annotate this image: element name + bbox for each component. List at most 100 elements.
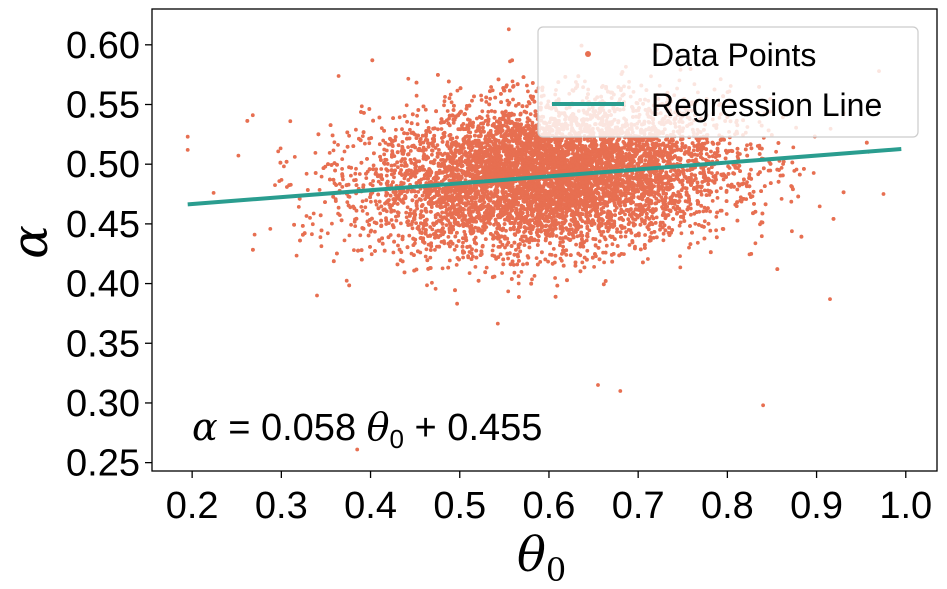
- data-point: [623, 234, 628, 239]
- data-point: [610, 242, 615, 247]
- data-point: [714, 228, 718, 233]
- data-point: [310, 222, 315, 227]
- data-point: [528, 112, 533, 116]
- data-point: [679, 231, 684, 236]
- data-point: [442, 103, 446, 108]
- data-point: [356, 248, 361, 253]
- data-point: [340, 185, 345, 189]
- data-point: [626, 228, 631, 232]
- data-point: [553, 181, 558, 185]
- data-point: [592, 265, 596, 269]
- data-point: [580, 260, 585, 265]
- data-point: [342, 149, 347, 154]
- data-point: [615, 227, 619, 232]
- data-point: [495, 321, 500, 326]
- data-point: [428, 255, 433, 260]
- data-point: [510, 79, 515, 84]
- data-point: [470, 98, 474, 103]
- data-point: [414, 93, 419, 98]
- data-point: [643, 233, 647, 237]
- data-point: [558, 256, 563, 261]
- data-point: [461, 255, 465, 260]
- data-point: [433, 286, 438, 291]
- data-point: [392, 175, 396, 180]
- data-point: [363, 205, 368, 210]
- data-point: [699, 192, 704, 197]
- data-point: [394, 127, 398, 132]
- data-point: [510, 208, 515, 213]
- data-point: [313, 151, 318, 155]
- data-point: [627, 243, 632, 247]
- data-point: [522, 230, 526, 235]
- data-point: [317, 188, 322, 192]
- data-point: [369, 199, 373, 204]
- data-point: [512, 270, 517, 275]
- data-point: [404, 103, 409, 108]
- data-point: [715, 196, 720, 200]
- data-point: [405, 131, 410, 136]
- data-point: [526, 89, 530, 94]
- data-points-layer: [185, 27, 886, 452]
- data-point: [435, 143, 440, 148]
- data-point: [811, 171, 816, 175]
- data-point: [719, 186, 723, 191]
- data-point: [649, 231, 654, 235]
- data-point: [460, 123, 464, 128]
- data-point: [480, 109, 485, 114]
- data-point: [701, 209, 706, 214]
- data-point: [677, 223, 682, 228]
- data-point: [503, 109, 508, 114]
- data-point: [493, 109, 497, 114]
- data-point: [378, 211, 383, 216]
- data-point: [546, 259, 550, 264]
- data-point: [486, 109, 491, 114]
- data-point: [424, 247, 429, 252]
- data-point: [446, 235, 451, 239]
- data-point: [452, 247, 457, 252]
- data-point: [377, 142, 382, 147]
- data-point: [344, 278, 349, 283]
- data-point: [779, 197, 784, 201]
- data-point: [693, 221, 698, 226]
- data-point: [514, 103, 518, 108]
- data-point: [475, 116, 479, 121]
- data-point: [396, 165, 400, 170]
- data-point: [553, 253, 558, 258]
- data-point: [347, 133, 351, 138]
- data-point: [311, 211, 316, 216]
- data-point: [514, 248, 518, 252]
- data-point: [360, 134, 365, 139]
- data-point: [384, 173, 389, 178]
- data-point: [657, 138, 661, 143]
- data-point: [396, 243, 400, 248]
- data-point: [404, 215, 409, 220]
- data-point: [389, 183, 394, 188]
- data-point: [749, 167, 753, 172]
- data-point: [511, 97, 515, 102]
- data-point: [425, 283, 429, 288]
- data-point: [707, 154, 712, 159]
- data-point: [724, 212, 729, 216]
- data-point: [349, 222, 353, 227]
- data-point: [396, 143, 401, 148]
- data-point: [341, 177, 345, 182]
- data-point: [416, 190, 421, 194]
- data-point: [601, 229, 606, 234]
- data-point: [646, 257, 650, 261]
- data-point: [676, 190, 681, 194]
- data-point: [500, 271, 504, 275]
- data-point: [406, 145, 410, 150]
- data-point: [367, 141, 372, 146]
- data-point: [715, 171, 720, 175]
- data-point: [374, 170, 378, 175]
- data-point: [564, 253, 569, 257]
- data-point: [354, 127, 358, 132]
- data-point: [399, 163, 404, 168]
- data-point: [325, 231, 330, 236]
- data-point: [490, 253, 495, 258]
- data-point: [613, 208, 617, 213]
- data-point: [211, 191, 216, 195]
- data-point: [624, 152, 628, 156]
- data-point: [330, 221, 334, 226]
